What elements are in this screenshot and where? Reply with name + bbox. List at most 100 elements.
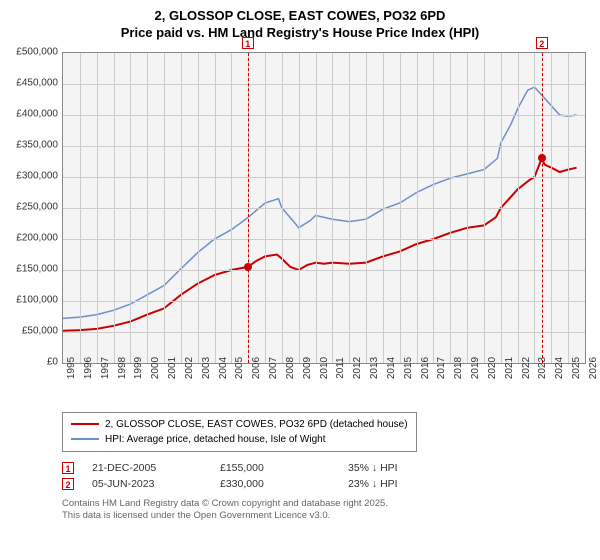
gridline-v	[316, 53, 317, 363]
x-axis-tick-label: 2014	[386, 357, 397, 379]
event-row: 1 21-DEC-2005 £155,000 35% ↓ HPI	[62, 462, 592, 474]
x-axis-tick-label: 2016	[420, 357, 431, 379]
x-axis-tick-label: 2020	[487, 357, 498, 379]
gridline-v	[130, 53, 131, 363]
legend: 2, GLOSSOP CLOSE, EAST COWES, PO32 6PD (…	[62, 412, 417, 452]
event-marker-icon: 1	[62, 462, 74, 474]
chart-area: 12 £0£50,000£100,000£150,000£200,000£250…	[8, 48, 592, 408]
gridline-v	[433, 53, 434, 363]
gridline-h	[63, 146, 585, 147]
y-axis-tick-label: £200,000	[8, 232, 58, 243]
gridline-v	[181, 53, 182, 363]
y-axis-tick-label: £50,000	[8, 325, 58, 336]
gridline-v	[551, 53, 552, 363]
event-dot	[244, 263, 252, 271]
x-axis-tick-label: 2000	[150, 357, 161, 379]
event-dot	[538, 154, 546, 162]
x-axis-tick-label: 2011	[335, 357, 346, 379]
legend-item-price-paid: 2, GLOSSOP CLOSE, EAST COWES, PO32 6PD (…	[71, 417, 408, 432]
x-axis-tick-label: 1999	[133, 357, 144, 379]
event-row: 2 05-JUN-2023 £330,000 23% ↓ HPI	[62, 478, 592, 490]
legend-swatch	[71, 423, 99, 425]
gridline-v	[299, 53, 300, 363]
gridline-v	[417, 53, 418, 363]
footer-line-1: Contains HM Land Registry data © Crown c…	[62, 498, 592, 510]
gridline-v	[366, 53, 367, 363]
series-line-hpi	[63, 87, 577, 318]
x-axis-tick-label: 2013	[369, 357, 380, 379]
title-line-1: 2, GLOSSOP CLOSE, EAST COWES, PO32 6PD	[8, 8, 592, 25]
x-axis-tick-label: 2003	[201, 357, 212, 379]
x-axis-tick-label: 2025	[571, 357, 582, 379]
event-vs-hpi: 23% ↓ HPI	[348, 478, 458, 490]
legend-label: 2, GLOSSOP CLOSE, EAST COWES, PO32 6PD (…	[105, 417, 408, 432]
gridline-v	[484, 53, 485, 363]
title-line-2: Price paid vs. HM Land Registry's House …	[8, 25, 592, 42]
gridline-v	[265, 53, 266, 363]
event-vs-hpi: 35% ↓ HPI	[348, 462, 458, 474]
x-axis-tick-label: 2019	[470, 357, 481, 379]
x-axis-tick-label: 2015	[403, 357, 414, 379]
gridline-h	[63, 177, 585, 178]
x-axis-tick-label: 2022	[521, 357, 532, 379]
plot-area: 12	[62, 52, 586, 364]
event-date: 21-DEC-2005	[92, 462, 202, 474]
x-axis-tick-label: 1997	[100, 357, 111, 379]
event-price: £330,000	[220, 478, 330, 490]
event-table: 1 21-DEC-2005 £155,000 35% ↓ HPI 2 05-JU…	[62, 462, 592, 490]
legend-swatch	[71, 438, 99, 440]
gridline-v	[467, 53, 468, 363]
event-price: £155,000	[220, 462, 330, 474]
y-axis-tick-label: £350,000	[8, 139, 58, 150]
x-axis-tick-label: 2002	[184, 357, 195, 379]
y-axis-tick-label: £500,000	[8, 46, 58, 57]
gridline-v	[231, 53, 232, 363]
gridline-h	[63, 239, 585, 240]
gridline-v	[215, 53, 216, 363]
x-axis-tick-label: 2017	[436, 357, 447, 379]
event-marker-icon: 2	[62, 478, 74, 490]
event-vline	[542, 53, 543, 363]
x-axis-tick-label: 2023	[537, 357, 548, 379]
gridline-v	[97, 53, 98, 363]
gridline-h	[63, 84, 585, 85]
gridline-h	[63, 301, 585, 302]
gridline-v	[501, 53, 502, 363]
gridline-v	[147, 53, 148, 363]
gridline-v	[383, 53, 384, 363]
x-axis-tick-label: 2026	[588, 357, 599, 379]
x-axis-tick-label: 2012	[352, 357, 363, 379]
gridline-v	[450, 53, 451, 363]
legend-item-hpi: HPI: Average price, detached house, Isle…	[71, 432, 408, 447]
legend-label: HPI: Average price, detached house, Isle…	[105, 432, 326, 447]
x-axis-tick-label: 2006	[251, 357, 262, 379]
gridline-v	[518, 53, 519, 363]
gridline-v	[282, 53, 283, 363]
gridline-v	[568, 53, 569, 363]
gridline-h	[63, 115, 585, 116]
x-axis-tick-label: 1998	[117, 357, 128, 379]
gridline-h	[63, 208, 585, 209]
gridline-v	[198, 53, 199, 363]
x-axis-tick-label: 2004	[218, 357, 229, 379]
gridline-v	[534, 53, 535, 363]
y-axis-tick-label: £0	[8, 356, 58, 367]
event-marker-icon: 2	[536, 37, 548, 49]
gridline-v	[164, 53, 165, 363]
y-axis-tick-label: £250,000	[8, 201, 58, 212]
x-axis-tick-label: 2007	[268, 357, 279, 379]
event-vline	[248, 53, 249, 363]
series-line-price_paid	[63, 158, 577, 330]
x-axis-tick-label: 2005	[234, 357, 245, 379]
x-axis-tick-label: 2001	[167, 357, 178, 379]
event-date: 05-JUN-2023	[92, 478, 202, 490]
x-axis-tick-label: 1996	[83, 357, 94, 379]
x-axis-tick-label: 2018	[453, 357, 464, 379]
chart-container: 2, GLOSSOP CLOSE, EAST COWES, PO32 6PD P…	[0, 0, 600, 530]
y-axis-tick-label: £450,000	[8, 77, 58, 88]
x-axis-tick-label: 2010	[319, 357, 330, 379]
gridline-v	[114, 53, 115, 363]
gridline-h	[63, 270, 585, 271]
event-marker-icon: 1	[242, 37, 254, 49]
y-axis-tick-label: £400,000	[8, 108, 58, 119]
